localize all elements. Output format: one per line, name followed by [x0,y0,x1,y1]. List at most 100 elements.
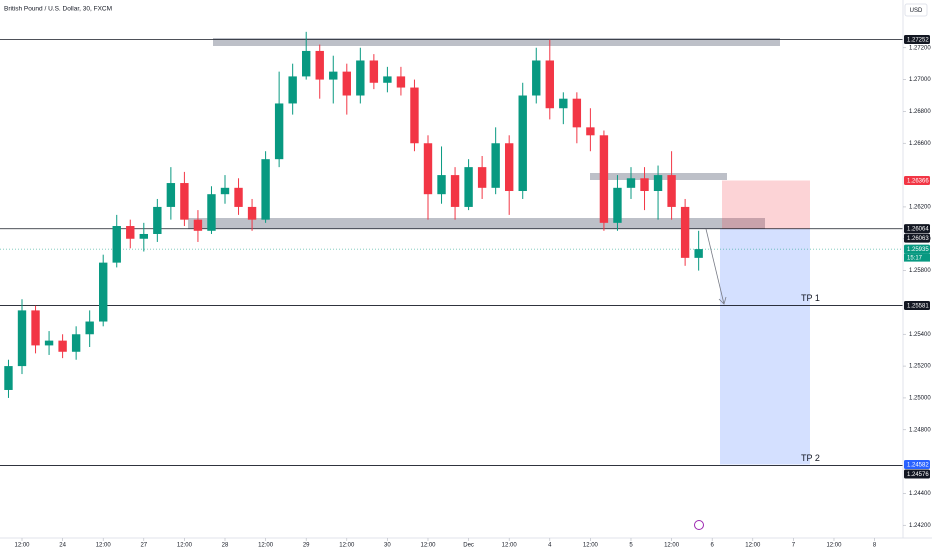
price-badge-label: 1.24576 [907,472,929,478]
annotation: TP 2 [801,453,820,463]
candle-body [4,366,13,390]
price-badge-label: 1.26064 [907,226,929,232]
candle-body [504,143,514,192]
candle-body [193,219,203,231]
candle-body [396,76,406,88]
candle-body [153,206,162,234]
candle-body [220,187,230,195]
candle-body [288,76,297,104]
x-tick-label: 29 [303,543,310,549]
x-tick-label: 5 [629,543,633,549]
price-badge [904,176,930,186]
projection-arrow [705,228,727,305]
y-tick-label: 1.26600 [909,141,931,147]
target-zone [720,228,810,465]
candle-body [477,167,487,188]
candle-body [126,226,135,239]
x-tick-label: 12:00 [420,543,436,549]
x-tick-label: 8 [873,543,877,549]
candle-body [450,175,460,207]
x-tick-label: 12:00 [258,543,274,549]
candle-body [369,60,379,83]
price-badge-label: 1.24582 [907,462,929,468]
levels [0,39,903,466]
y-tick-label: 1.25400 [909,332,931,338]
stop-zone [722,180,810,229]
x-tick-label: 12:00 [96,543,112,549]
candle-body [383,76,392,83]
price-badge [904,300,930,310]
candle-body [44,340,54,346]
x-tick-label: 6 [711,543,715,549]
candle-body [437,175,446,195]
x-tick-label: 12:00 [177,543,193,549]
candle-body [207,194,216,231]
candle-body [410,87,419,144]
candle-body [302,50,311,77]
candle-body [139,233,148,239]
price-badge-label: 1.26366 [907,178,929,184]
x-tick-label: 28 [222,543,229,549]
resistance-zone [213,38,780,46]
price-badge-label: 1.25581 [907,303,929,309]
y-tick-label: 1.25200 [909,364,931,370]
x-tick-label: 12:00 [583,543,599,549]
candles [4,31,703,398]
x-tick-label: 12:00 [339,543,355,549]
price-badge-time-bg [904,253,930,262]
candle-body [680,206,690,258]
candle-body [247,206,257,220]
currency[interactable]: USD [910,8,923,14]
y-tick-label: 1.25000 [909,396,931,402]
y-tick-label: 1.26200 [909,205,931,211]
candle-body [518,95,527,192]
candle-body [545,60,554,109]
x-tick-label: Dec [463,543,474,549]
x-tick-label: 12:00 [664,543,680,549]
candle-body [572,98,582,128]
y-tick-label: 1.25800 [909,268,931,274]
position-tool [720,180,810,465]
price-badge [904,224,930,234]
chart-title: British Pound / U.S. Dollar, 30, FXCM [4,6,112,13]
x-tick-label: 30 [384,543,391,549]
x-tick-label: 27 [140,543,147,549]
candle-body [71,334,81,352]
support-zone [188,218,765,229]
price-badge [904,459,930,469]
annotation: TP 1 [801,293,820,303]
candle-body [532,60,541,96]
candle-body [234,187,243,207]
y-tick-label: 1.24800 [909,427,931,433]
axes: 1.27200 1.27000 1.26800 1.26600 1.26200 1.260… [14,34,931,549]
candle-body [694,249,703,258]
candle-body [559,98,568,109]
price-badge-label: 1.25935 [907,247,929,253]
y-tick-label: 1.27200 [909,45,931,51]
candle-body [356,60,365,96]
candle-body [653,175,663,192]
x-tick-label: 7 [792,543,796,549]
price-badge [904,233,930,243]
candle-body [491,143,500,188]
candle-body [31,310,40,346]
event-icon[interactable] [694,520,704,530]
candle-body [261,159,270,220]
x-tick-label: 12:00 [502,543,518,549]
candle-body [586,127,595,136]
y-tick-label: 1.24400 [909,491,931,497]
candle-body [599,135,609,223]
price-badge [904,34,930,44]
candle-body [274,103,284,160]
currency-box[interactable] [904,3,928,17]
x-tick-label: 24 [59,543,66,549]
candle-body [315,50,324,80]
candle-body [17,310,27,367]
y-tick-label: 1.24200 [909,523,931,529]
y-tick-label: 1.26800 [909,109,931,115]
candle-body [342,71,351,96]
candle-body [166,183,176,207]
candle-body [626,178,636,188]
candle-body [180,183,189,220]
